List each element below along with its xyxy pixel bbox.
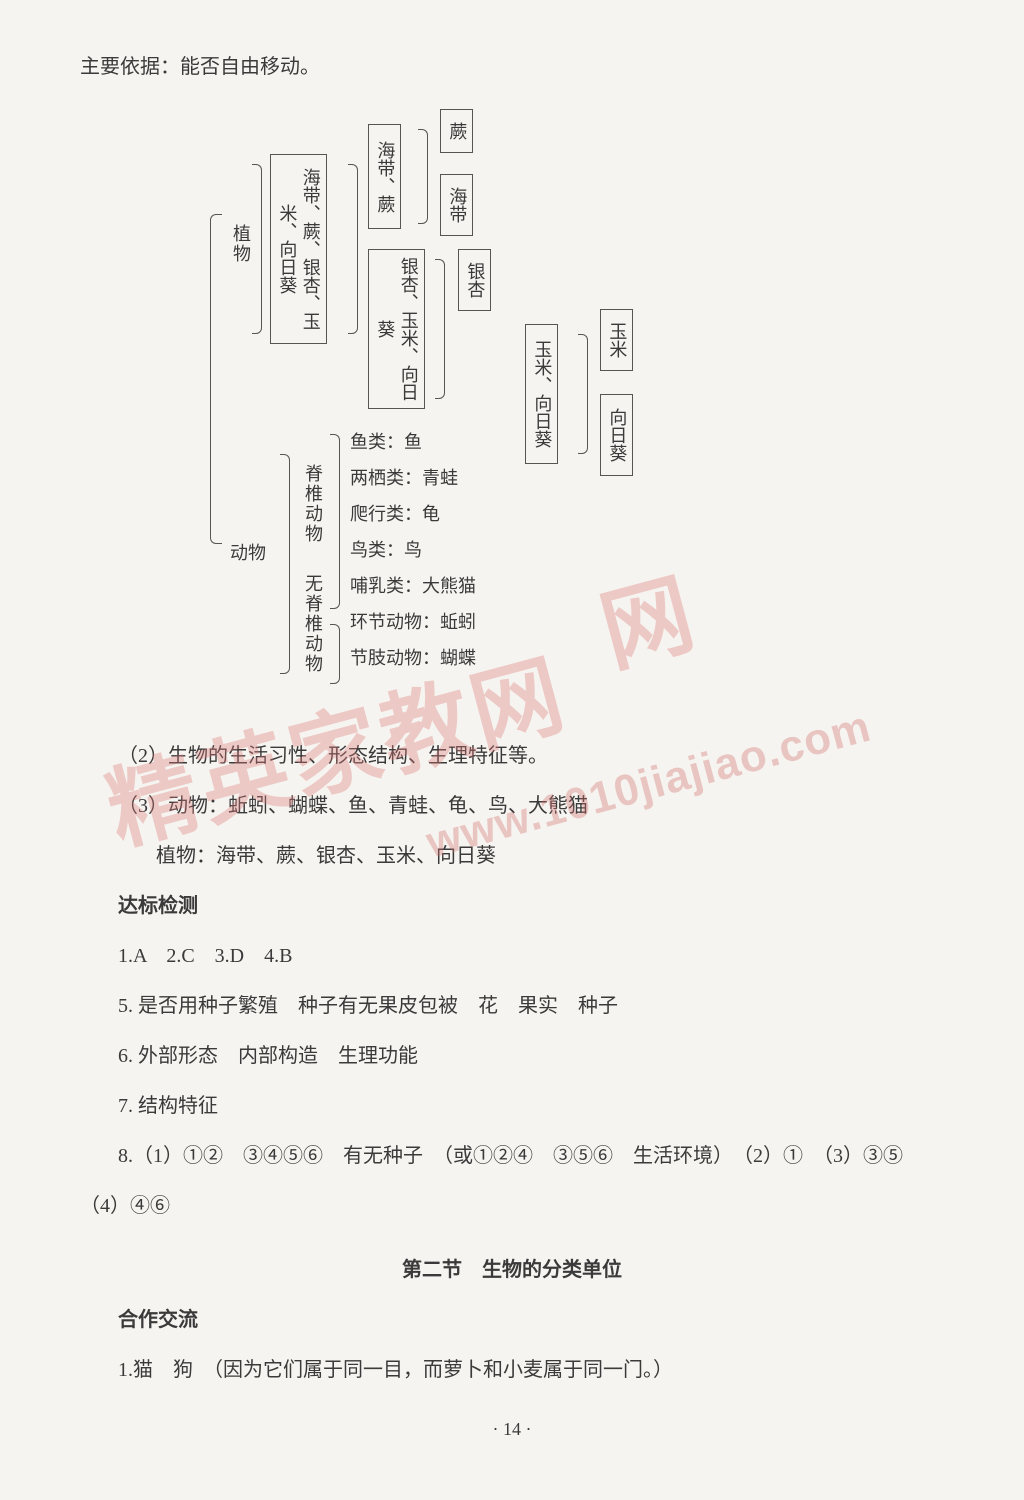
list-item: 环节动物：蚯蚓: [350, 604, 476, 640]
top-brace: [418, 129, 428, 224]
box-yinxing: 银杏: [458, 249, 491, 311]
coop-line-1: 1.猫 狗 （因为它们属于同一目，而萝卜和小麦属于同一门。）: [80, 1348, 944, 1392]
animal-label: 动物: [230, 539, 266, 565]
page-number: · 14 ·: [80, 1410, 944, 1450]
plant-brace: [252, 164, 262, 334]
invertebrate-label: 无脊椎动物: [300, 574, 326, 674]
plants-split-brace: [348, 164, 358, 334]
list-item: 两栖类：青蛙: [350, 460, 476, 496]
box-haidai: 海带: [440, 174, 473, 236]
animal-class-list: 鱼类：鱼 两栖类：青蛙 爬行类：龟 鸟类：鸟 哺乳类：大熊猫 环节动物：蚯蚓 节…: [350, 424, 476, 676]
top-basis-line: 主要依据：能否自由移动。: [80, 50, 944, 79]
classification-diagram: 植物 海带、蕨、银杏、玉米、向日葵 海带、蕨 蕨 海带 银杏、玉米、向日葵 银杏…: [200, 94, 880, 714]
content-body: （2）生物的生活习性、形态结构、生理特征等。 （3）动物：蚯蚓、蝴蝶、鱼、青蛙、…: [80, 734, 944, 1450]
check-line-7: 7. 结构特征: [80, 1084, 944, 1128]
check-line-8: 8.（1）①② ③④⑤⑥ 有无种子 （或①②④ ③⑤⑥ 生活环境） （2）① （…: [80, 1134, 944, 1178]
list-item: 爬行类：龟: [350, 496, 476, 532]
list-item: 鱼类：鱼: [350, 424, 476, 460]
main-brace: [210, 214, 222, 544]
para-3b: 植物：海带、蕨、银杏、玉米、向日葵: [80, 834, 944, 878]
check-line-8b: （4）④⑥: [80, 1184, 944, 1228]
list-item: 节肢动物：蝴蝶: [350, 640, 476, 676]
check-heading: 达标检测: [80, 884, 944, 928]
para-3: （3）动物：蚯蚓、蝴蝶、鱼、青蛙、龟、鸟、大熊猫: [80, 784, 944, 828]
yumi-brace: [578, 334, 588, 454]
invert-brace: [330, 624, 340, 684]
coop-heading: 合作交流: [80, 1298, 944, 1342]
vertebrate-label: 脊椎动物: [300, 464, 326, 544]
box-jue: 蕨: [440, 109, 473, 153]
box-xrk: 向日葵: [600, 394, 633, 476]
section-2-title: 第二节 生物的分类单位: [80, 1248, 944, 1292]
check-line-5: 5. 是否用种子繁殖 种子有无果皮包被 花 果实 种子: [80, 984, 944, 1028]
mid-brace: [435, 259, 445, 399]
check-line-6: 6. 外部形态 内部构造 生理功能: [80, 1034, 944, 1078]
box-yumi: 玉米: [600, 309, 633, 371]
box-haidai-jue: 海带、蕨: [368, 124, 401, 229]
check-line-1: 1.A 2.C 3.D 4.B: [80, 934, 944, 978]
para-2: （2）生物的生活习性、形态结构、生理特征等。: [80, 734, 944, 778]
box-yinxing-yumi-xrk: 银杏、玉米、向日葵: [368, 249, 425, 409]
list-item: 鸟类：鸟: [350, 532, 476, 568]
vert-brace: [330, 434, 340, 609]
box-plants-all: 海带、蕨、银杏、玉米、向日葵: [270, 154, 327, 344]
box-yumi-xrk: 玉米、向日葵: [525, 324, 558, 464]
list-item: 哺乳类：大熊猫: [350, 568, 476, 604]
animal-brace: [280, 454, 290, 674]
plant-label: 植物: [228, 224, 254, 264]
